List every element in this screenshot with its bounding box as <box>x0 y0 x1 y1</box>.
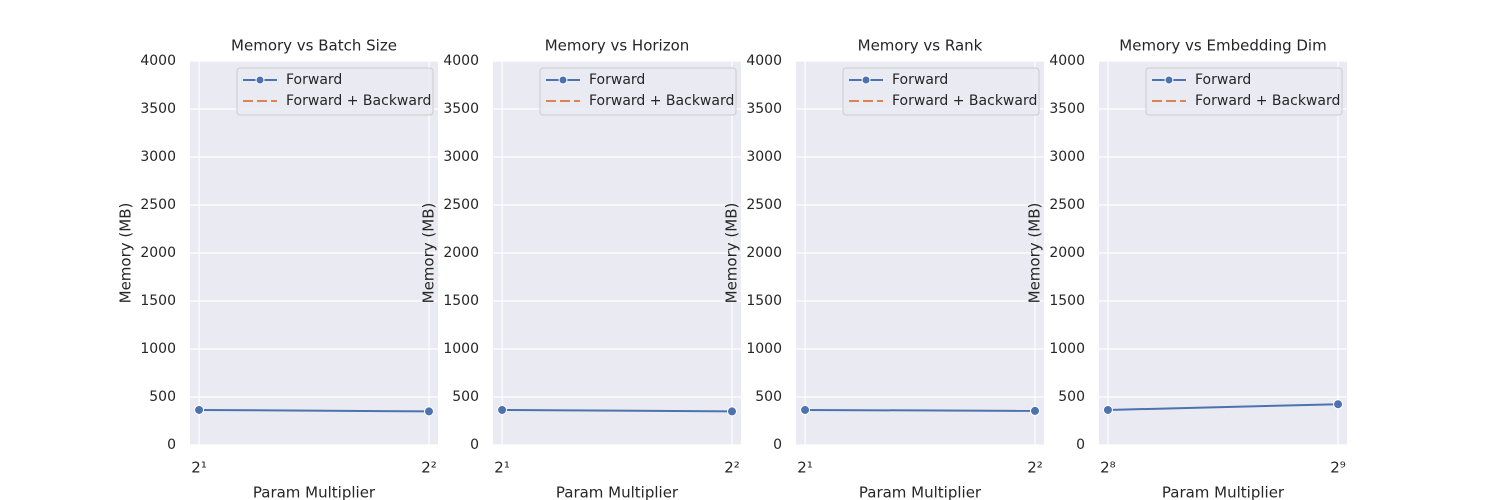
y-tick-label: 500 <box>755 389 782 405</box>
legend-label: Forward <box>286 72 342 88</box>
chart-title: Memory vs Embedding Dim <box>1119 37 1326 55</box>
y-tick-label: 3000 <box>443 149 479 165</box>
x-tick-label: 2⁸ <box>1100 459 1116 477</box>
x-tick-label: 2¹ <box>494 459 510 477</box>
y-tick-label: 500 <box>1058 389 1085 405</box>
chart-title: Memory vs Horizon <box>545 37 690 55</box>
legend-box <box>1145 67 1343 116</box>
data-point <box>194 404 205 415</box>
x-tick-label: 2¹ <box>797 459 813 477</box>
data-point <box>497 404 508 415</box>
y-tick-label: 3000 <box>140 149 176 165</box>
y-tick-label: 4000 <box>443 53 479 69</box>
series-line <box>1107 403 1339 411</box>
y-tick-label: 500 <box>149 389 176 405</box>
y-tick-label: 1500 <box>1049 293 1085 309</box>
y-axis-label: Memory (MB) <box>420 203 438 304</box>
y-axis-label: Memory (MB) <box>1026 203 1044 304</box>
legend-marker <box>1164 75 1174 85</box>
y-tick-label: 4000 <box>140 53 176 69</box>
chart-title: Memory vs Rank <box>858 37 983 55</box>
y-tick-label: 1000 <box>746 341 782 357</box>
y-tick-label: 2000 <box>1049 245 1085 261</box>
y-tick-label: 2500 <box>1049 197 1085 213</box>
x-tick-label: 2² <box>421 459 437 477</box>
data-point <box>424 406 435 417</box>
data-point <box>1102 404 1113 415</box>
legend-marker <box>255 75 265 85</box>
y-tick-label: 2000 <box>140 245 176 261</box>
y-tick-label: 0 <box>167 437 176 453</box>
legend-marker <box>558 75 568 85</box>
y-tick-label: 500 <box>452 389 479 405</box>
data-point <box>800 404 811 415</box>
series-line <box>502 408 733 413</box>
y-tick-label: 2500 <box>140 197 176 213</box>
y-tick-label: 0 <box>773 437 782 453</box>
y-tick-label: 4000 <box>746 53 782 69</box>
legend-label: Forward <box>589 72 645 88</box>
y-tick-label: 3500 <box>746 101 782 117</box>
x-tick-label: 2² <box>724 459 740 477</box>
data-point <box>1333 399 1344 410</box>
x-axis-label: Param Multiplier <box>556 484 679 500</box>
y-axis-label: Memory (MB) <box>723 203 741 304</box>
y-tick-label: 2000 <box>443 245 479 261</box>
y-tick-label: 4000 <box>1049 53 1085 69</box>
x-axis-label: Param Multiplier <box>253 484 376 500</box>
y-tick-label: 1000 <box>1049 341 1085 357</box>
y-tick-label: 1000 <box>140 341 176 357</box>
y-tick-label: 3500 <box>1049 101 1085 117</box>
y-axis-label: Memory (MB) <box>117 203 135 304</box>
y-tick-label: 1000 <box>443 341 479 357</box>
data-point <box>1030 405 1041 416</box>
y-tick-label: 1500 <box>140 293 176 309</box>
y-tick-label: 2500 <box>746 197 782 213</box>
legend-label: Forward + Backward <box>589 93 734 109</box>
y-tick-label: 1500 <box>746 293 782 309</box>
legend-label: Forward + Backward <box>892 93 1037 109</box>
x-axis-label: Param Multiplier <box>1162 484 1285 500</box>
y-tick-label: 1500 <box>443 293 479 309</box>
legend-label: Forward + Backward <box>286 93 431 109</box>
x-tick-label: 2² <box>1027 459 1043 477</box>
legend-label: Forward + Backward <box>1195 93 1340 109</box>
legend-label: Forward <box>1195 72 1251 88</box>
x-tick-label: 2¹ <box>191 459 207 477</box>
chart-title: Memory vs Batch Size <box>231 37 397 55</box>
y-tick-label: 0 <box>1076 437 1085 453</box>
y-tick-label: 0 <box>470 437 479 453</box>
legend-box <box>842 67 1040 116</box>
series-line <box>805 408 1036 412</box>
y-tick-label: 2500 <box>443 197 479 213</box>
legend-box <box>539 67 737 116</box>
x-axis-label: Param Multiplier <box>859 484 982 500</box>
x-tick-label: 2⁹ <box>1330 459 1346 477</box>
y-tick-label: 3000 <box>746 149 782 165</box>
y-tick-label: 3500 <box>140 101 176 117</box>
y-tick-label: 3500 <box>443 101 479 117</box>
y-tick-label: 2000 <box>746 245 782 261</box>
legend-marker <box>861 75 871 85</box>
series-line <box>199 408 430 413</box>
y-tick-label: 3000 <box>1049 149 1085 165</box>
data-point <box>727 406 738 417</box>
legend-box <box>236 67 434 116</box>
legend-label: Forward <box>892 72 948 88</box>
